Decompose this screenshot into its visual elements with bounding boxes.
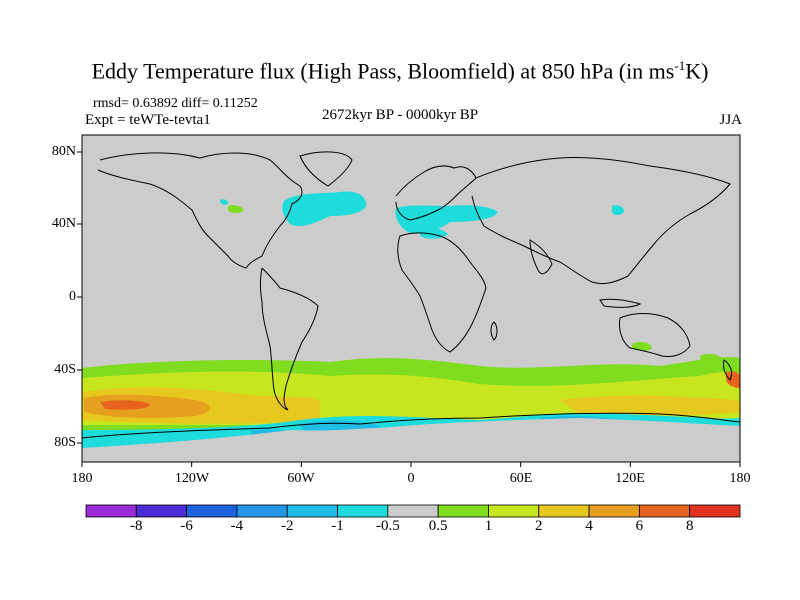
colorbar-swatch [85,504,137,518]
field-positive-pacific-tropics [700,353,722,363]
field-positive-north-america [228,205,244,213]
coast-africa [397,232,487,353]
lon-label-180w: 180 [71,471,93,486]
field-negative-europe [395,205,498,234]
colorbar-swatch [638,504,691,518]
colorbar-swatch [689,504,741,518]
coast-new-zealand [723,359,733,381]
field-positive-8-patch-east [726,371,740,388]
colorbar-swatch [387,504,439,518]
field-positive-australia [632,341,652,351]
colorbar-label: -0.5 [375,518,400,534]
antarctica-neutral [82,418,740,462]
map-plot-area [82,135,740,462]
season-label: JJA [719,112,742,128]
lon-label-60w: 60W [287,471,315,486]
colorbar-label: -1 [331,518,344,534]
colorbar-swatch [286,504,338,518]
colorbar-label: 8 [685,518,694,534]
colorbar-swatch [186,504,238,518]
lat-label-0: 0 [69,289,76,304]
lon-label-0: 0 [407,471,415,486]
coast-antarctica [82,412,740,439]
lon-label-180e: 180 [729,471,751,486]
coast-south-america [260,267,319,411]
period-label: 2672kyr BP - 0000kyr BP [321,107,479,123]
colorbar-swatch [538,504,590,518]
coastlines [82,151,740,439]
colorbar [85,504,741,518]
colorbar-swatch [236,504,288,518]
map-title: Eddy Temperature flux (High Pass, Bloomf… [91,58,709,84]
field-positive-4-patch-east [560,395,740,416]
colorbar-label: 6 [635,518,644,534]
field-negative-east-asia [612,205,624,215]
lon-label-120e: 120E [615,471,645,486]
colorbar-label: 4 [585,518,593,534]
lat-label-40s: 40S [54,362,76,377]
coast-madagascar [490,321,498,341]
colorbar-label: 0.5 [428,518,448,534]
field-negative-north-america [220,199,228,205]
field-positive-8-patch [100,400,150,410]
lat-label-40n: 40N [51,216,76,231]
colorbar-label: -6 [180,518,193,534]
colorbar-label: -4 [230,518,244,534]
colorbar-label: 2 [535,518,543,534]
axis-ticks [77,151,741,467]
coast-indonesia [599,298,642,308]
colorbar-swatch [588,504,640,518]
colorbar-label: -8 [130,518,143,534]
colorbar-swatch [135,504,188,518]
coast-north-america [97,152,303,269]
colorbar-swatch [337,504,389,518]
lon-label-60e: 60E [509,471,533,486]
colorbar-swatch [437,504,489,518]
coast-greenland [299,151,353,187]
lon-label-120w: 120W [174,471,210,486]
lat-label-80n: 80N [51,144,76,159]
coast-india [529,239,553,275]
lat-label-80s: 80S [54,435,76,450]
colorbar-swatch [488,504,540,518]
colorbar-label: -2 [280,518,294,534]
experiment-label: Expt = teWTe-tevta1 [85,112,211,128]
colorbar-label: 1 [484,518,493,534]
field-negative-labrador [330,191,362,203]
coast-eurasia [471,156,731,285]
statistics-text: rmsd= 0.63892 diff= 0.11252 [93,96,258,111]
coast-europe [395,165,477,221]
coast-australia [619,313,691,357]
